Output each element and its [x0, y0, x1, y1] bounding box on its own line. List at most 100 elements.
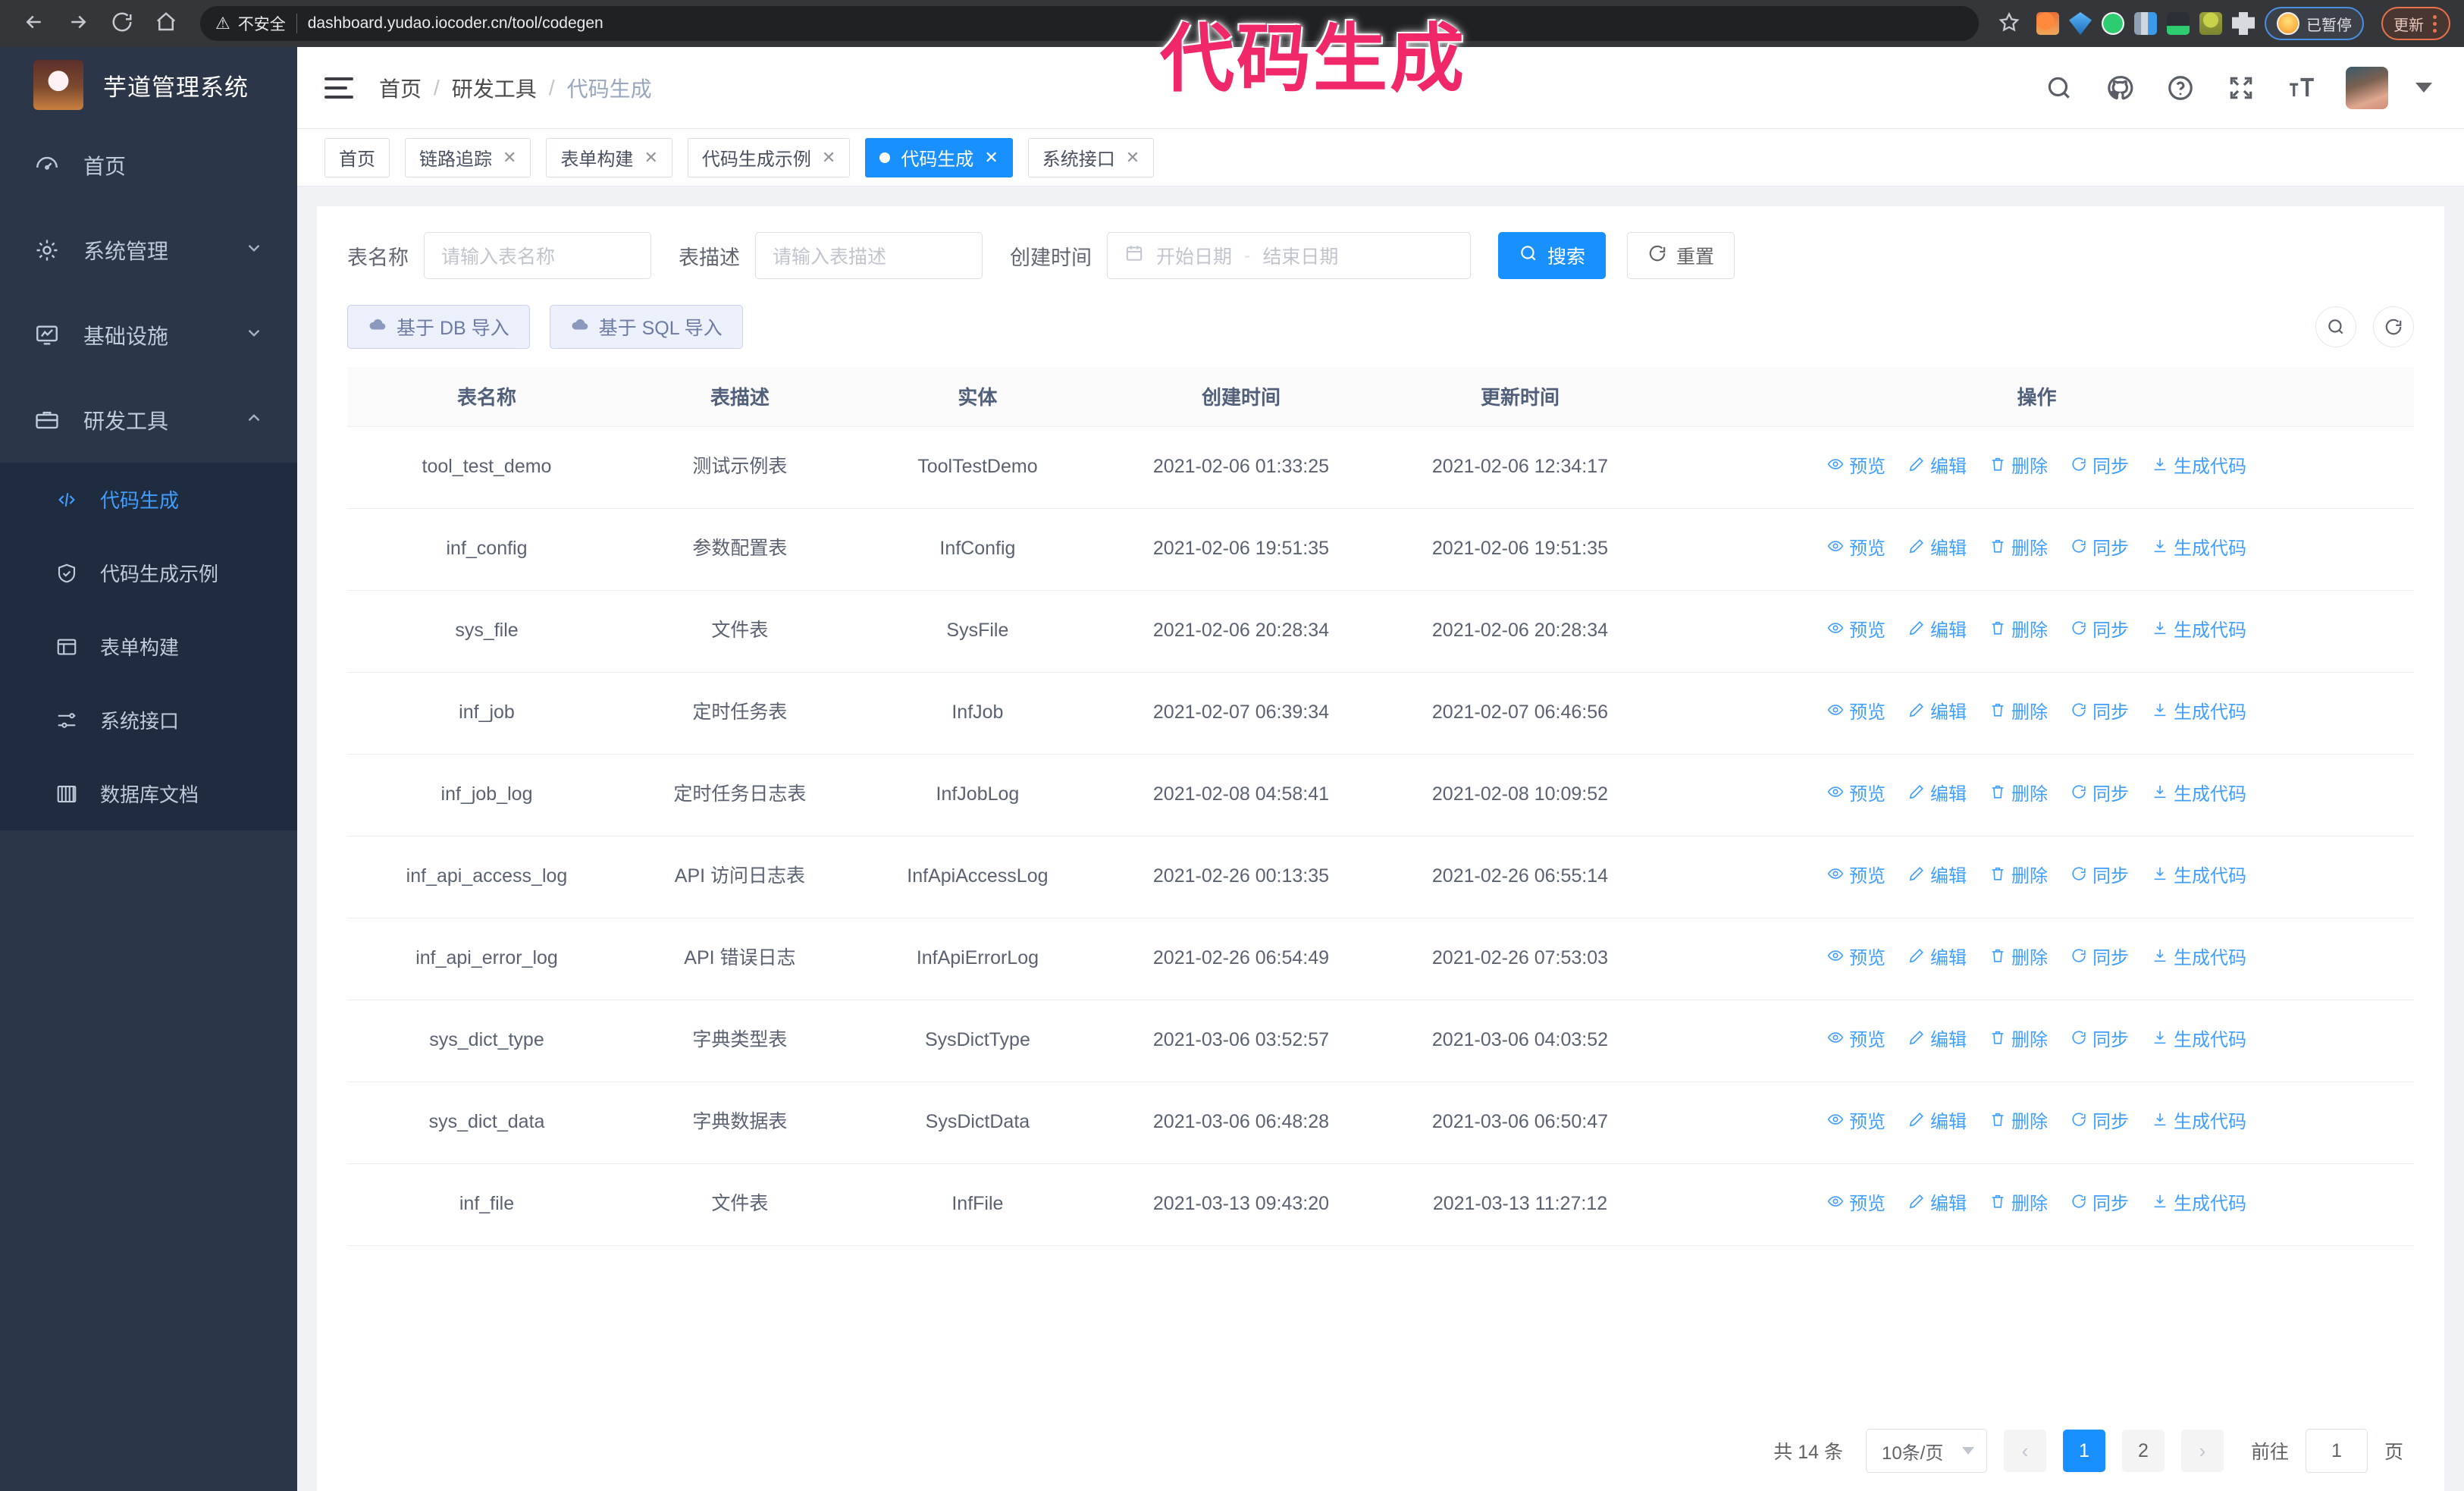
extension-chart-icon[interactable]	[2134, 12, 2157, 35]
action-编辑[interactable]: 编辑	[1908, 863, 1967, 890]
action-生成代码[interactable]: 生成代码	[2152, 1027, 2246, 1054]
action-生成代码[interactable]: 生成代码	[2152, 617, 2246, 645]
table-name-input[interactable]: 请输入表名称	[424, 232, 651, 279]
action-生成代码[interactable]: 生成代码	[2152, 1109, 2246, 1136]
action-预览[interactable]: 预览	[1827, 699, 1886, 727]
action-删除[interactable]: 删除	[1989, 699, 2048, 727]
action-删除[interactable]: 删除	[1989, 1027, 2048, 1054]
page-button-2[interactable]: 2	[2121, 1430, 2165, 1472]
action-生成代码[interactable]: 生成代码	[2152, 1191, 2246, 1218]
jump-page-input[interactable]: 1	[2305, 1429, 2368, 1473]
action-生成代码[interactable]: 生成代码	[2152, 535, 2246, 563]
sidebar-item-system-management[interactable]: 系统管理	[0, 208, 297, 293]
sidebar-item-codegen-demo[interactable]: 代码生成示例	[0, 536, 297, 610]
column-header-table-desc[interactable]: 表描述	[626, 367, 854, 427]
action-预览[interactable]: 预览	[1827, 945, 1886, 972]
close-icon[interactable]: ✕	[1125, 147, 1140, 167]
github-icon[interactable]	[2103, 71, 2136, 105]
action-编辑[interactable]: 编辑	[1908, 617, 1967, 645]
sidebar-item-db-doc[interactable]: 数据库文档	[0, 757, 297, 830]
action-预览[interactable]: 预览	[1827, 535, 1886, 563]
sidebar-item-form-builder[interactable]: 表单构建	[0, 610, 297, 683]
sidebar-item-dev-tools[interactable]: 研发工具	[0, 378, 297, 463]
action-生成代码[interactable]: 生成代码	[2152, 699, 2246, 727]
action-预览[interactable]: 预览	[1827, 781, 1886, 808]
action-删除[interactable]: 删除	[1989, 617, 2048, 645]
back-button[interactable]	[14, 3, 55, 44]
sidebar-item-codegen[interactable]: 代码生成	[0, 463, 297, 536]
action-预览[interactable]: 预览	[1827, 454, 1886, 481]
tab-home[interactable]: 首页	[324, 137, 390, 177]
page-size-select[interactable]: 10条/页	[1865, 1429, 1987, 1473]
action-编辑[interactable]: 编辑	[1908, 699, 1967, 727]
tab-codegen[interactable]: 代码生成 ✕	[865, 137, 1013, 177]
column-header-create-time[interactable]: 创建时间	[1101, 367, 1381, 427]
breadcrumb-item-home[interactable]: 首页	[379, 77, 422, 101]
extension-orange-icon[interactable]	[2036, 12, 2059, 35]
extension-list-icon[interactable]	[2167, 12, 2190, 35]
close-icon[interactable]: ✕	[644, 147, 658, 167]
close-icon[interactable]: ✕	[821, 147, 836, 167]
action-删除[interactable]: 删除	[1989, 945, 2048, 972]
action-同步[interactable]: 同步	[2071, 1109, 2129, 1136]
tab-system-api[interactable]: 系统接口 ✕	[1027, 137, 1155, 177]
action-生成代码[interactable]: 生成代码	[2152, 454, 2246, 481]
page-button-1[interactable]: 1	[2062, 1430, 2105, 1472]
action-编辑[interactable]: 编辑	[1908, 1191, 1967, 1218]
update-button[interactable]: 更新	[2381, 7, 2450, 40]
action-删除[interactable]: 删除	[1989, 1191, 2048, 1218]
date-range-picker[interactable]: 开始日期 - 结束日期	[1107, 232, 1471, 279]
hamburger-icon[interactable]	[324, 72, 356, 104]
import-from-sql-button[interactable]: 基于 SQL 导入	[549, 305, 743, 349]
forward-button[interactable]	[58, 3, 99, 44]
action-同步[interactable]: 同步	[2071, 1027, 2129, 1054]
action-同步[interactable]: 同步	[2071, 535, 2129, 563]
address-bar[interactable]: ⚠ 不安全 dashboard.yudao.iocoder.cn/tool/co…	[200, 6, 1979, 41]
tab-form-builder[interactable]: 表单构建 ✕	[546, 137, 672, 177]
extension-green-check-icon[interactable]	[2102, 12, 2124, 35]
action-同步[interactable]: 同步	[2071, 781, 2129, 808]
kebab-menu-icon[interactable]	[2428, 14, 2441, 33]
action-编辑[interactable]: 编辑	[1908, 1109, 1967, 1136]
action-同步[interactable]: 同步	[2071, 699, 2129, 727]
home-button[interactable]	[146, 3, 187, 44]
search-icon[interactable]	[2042, 71, 2076, 105]
close-icon[interactable]: ✕	[503, 147, 517, 167]
action-编辑[interactable]: 编辑	[1908, 1027, 1967, 1054]
action-删除[interactable]: 删除	[1989, 535, 2048, 563]
sidebar-item-infrastructure[interactable]: 基础设施	[0, 293, 297, 378]
avatar[interactable]	[2346, 66, 2388, 109]
tab-codegen-demo[interactable]: 代码生成示例 ✕	[687, 137, 851, 177]
search-button[interactable]: 搜索	[1498, 232, 1607, 279]
bookmark-button[interactable]	[1991, 5, 2027, 42]
help-circle-icon[interactable]	[2164, 71, 2197, 105]
extension-pin-icon[interactable]	[2069, 12, 2092, 35]
action-预览[interactable]: 预览	[1827, 1109, 1886, 1136]
action-预览[interactable]: 预览	[1827, 617, 1886, 645]
reset-button[interactable]: 重置	[1627, 232, 1735, 279]
action-同步[interactable]: 同步	[2071, 945, 2129, 972]
action-生成代码[interactable]: 生成代码	[2152, 781, 2246, 808]
action-同步[interactable]: 同步	[2071, 617, 2129, 645]
next-page-button[interactable]: ›	[2180, 1430, 2224, 1472]
action-删除[interactable]: 删除	[1989, 454, 2048, 481]
font-size-icon[interactable]	[2285, 71, 2318, 105]
sidebar-item-home[interactable]: 首页	[0, 123, 297, 208]
action-同步[interactable]: 同步	[2071, 1191, 2129, 1218]
fullscreen-icon[interactable]	[2224, 71, 2258, 105]
column-header-entity[interactable]: 实体	[853, 367, 1102, 427]
table-desc-input[interactable]: 请输入表描述	[755, 232, 983, 279]
action-预览[interactable]: 预览	[1827, 1191, 1886, 1218]
prev-page-button[interactable]: ‹	[2003, 1430, 2046, 1472]
action-编辑[interactable]: 编辑	[1908, 781, 1967, 808]
profile-paused-pill[interactable]: 已暂停	[2265, 7, 2364, 40]
sidebar-item-system-api[interactable]: 系统接口	[0, 683, 297, 757]
action-删除[interactable]: 删除	[1989, 781, 2048, 808]
sidebar-logo[interactable]: 芋道管理系统	[0, 47, 297, 123]
action-同步[interactable]: 同步	[2071, 454, 2129, 481]
search-round-icon[interactable]	[2315, 306, 2356, 347]
action-预览[interactable]: 预览	[1827, 1027, 1886, 1054]
reload-button[interactable]	[102, 3, 143, 44]
action-生成代码[interactable]: 生成代码	[2152, 945, 2246, 972]
action-编辑[interactable]: 编辑	[1908, 945, 1967, 972]
